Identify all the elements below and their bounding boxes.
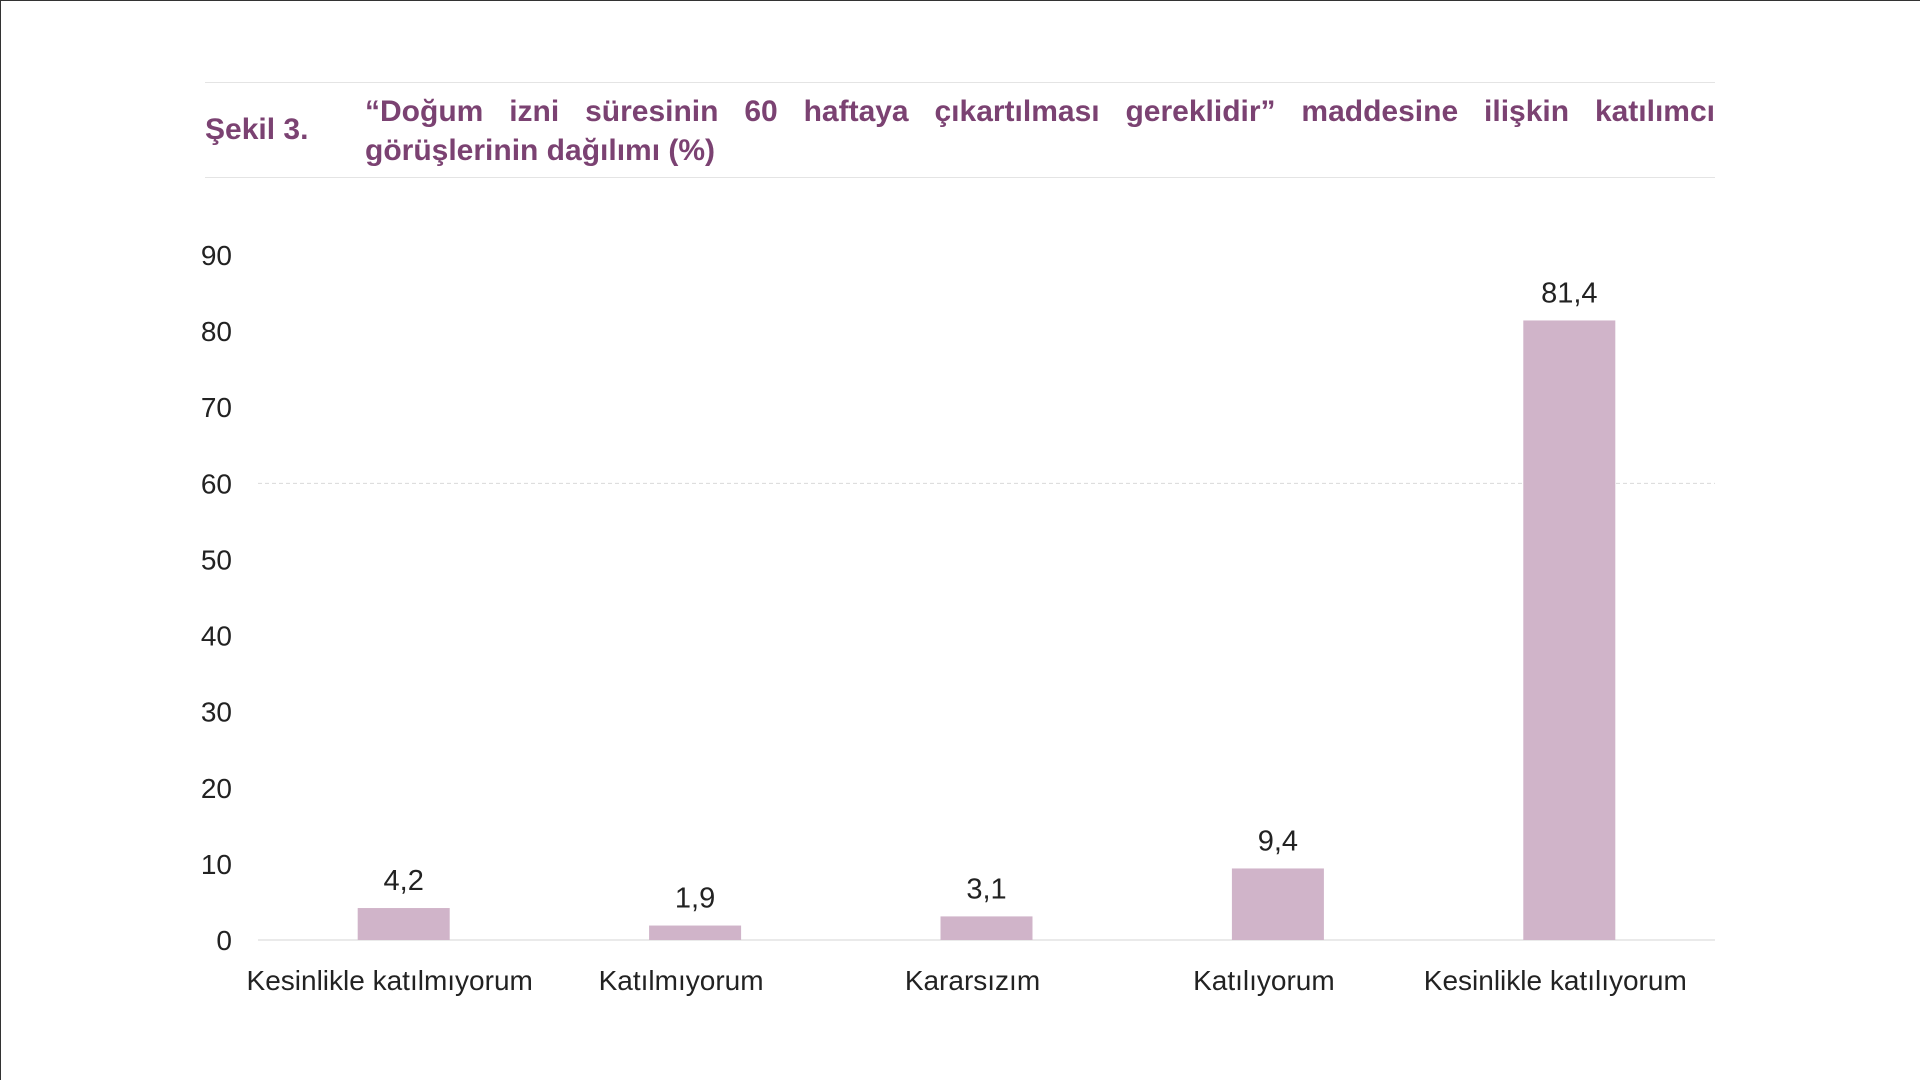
category-label: Katılmıyorum: [599, 965, 764, 996]
data-label: 1,9: [675, 883, 715, 915]
bar: [649, 925, 742, 940]
y-tick-label: 40: [201, 621, 232, 652]
data-label: 3,1: [966, 873, 1006, 905]
bar: [1231, 868, 1324, 940]
figure-label: Şekil 3.: [205, 113, 309, 146]
bar: [940, 916, 1033, 940]
y-tick-label: 10: [201, 849, 232, 880]
y-tick-label: 20: [201, 773, 232, 804]
y-tick-label: 30: [201, 697, 232, 728]
category-label: Kesinlikle katılıyorum: [1424, 965, 1687, 996]
y-tick-label: 60: [201, 468, 232, 499]
data-label: 9,4: [1258, 825, 1298, 857]
y-tick-label: 0: [216, 925, 232, 956]
data-label: 4,2: [384, 865, 424, 897]
y-tick-label: 70: [201, 392, 232, 423]
category-label: Katılıyorum: [1193, 965, 1335, 996]
y-tick-label: 80: [201, 316, 232, 347]
bar: [357, 908, 450, 940]
y-tick-label: 90: [201, 240, 232, 271]
data-label: 81,4: [1541, 277, 1597, 309]
figure-title: “Doğum izni süresinin 60 haftaya çıkartı…: [365, 95, 1715, 167]
figure-header: Şekil 3. “Doğum izni süresinin 60 haftay…: [205, 82, 1715, 178]
category-label: Kararsızım: [905, 965, 1040, 996]
category-label: Kesinlikle katılmıyorum: [247, 965, 533, 996]
bar: [1523, 320, 1616, 940]
y-tick-label: 50: [201, 544, 232, 575]
